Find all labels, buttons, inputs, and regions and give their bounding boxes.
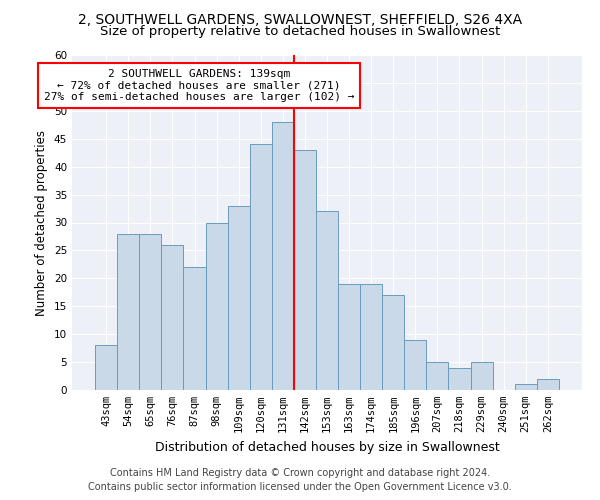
Bar <box>360 284 382 390</box>
Bar <box>515 384 537 390</box>
Bar <box>404 340 427 390</box>
Bar <box>537 379 559 390</box>
Y-axis label: Number of detached properties: Number of detached properties <box>35 130 49 316</box>
Bar <box>184 267 206 390</box>
Bar <box>427 362 448 390</box>
Bar <box>117 234 139 390</box>
Bar <box>161 245 184 390</box>
Bar <box>382 295 404 390</box>
Text: 2, SOUTHWELL GARDENS, SWALLOWNEST, SHEFFIELD, S26 4XA: 2, SOUTHWELL GARDENS, SWALLOWNEST, SHEFF… <box>78 12 522 26</box>
Text: Contains HM Land Registry data © Crown copyright and database right 2024.
Contai: Contains HM Land Registry data © Crown c… <box>88 468 512 492</box>
Bar <box>448 368 470 390</box>
Bar <box>316 212 338 390</box>
Bar <box>470 362 493 390</box>
Bar <box>139 234 161 390</box>
Text: Size of property relative to detached houses in Swallownest: Size of property relative to detached ho… <box>100 25 500 38</box>
Bar <box>95 346 117 390</box>
Bar <box>206 222 227 390</box>
Bar <box>272 122 294 390</box>
Text: 2 SOUTHWELL GARDENS: 139sqm
← 72% of detached houses are smaller (271)
27% of se: 2 SOUTHWELL GARDENS: 139sqm ← 72% of det… <box>44 69 354 102</box>
X-axis label: Distribution of detached houses by size in Swallownest: Distribution of detached houses by size … <box>155 440 499 454</box>
Bar <box>294 150 316 390</box>
Bar <box>338 284 360 390</box>
Bar <box>250 144 272 390</box>
Bar <box>227 206 250 390</box>
